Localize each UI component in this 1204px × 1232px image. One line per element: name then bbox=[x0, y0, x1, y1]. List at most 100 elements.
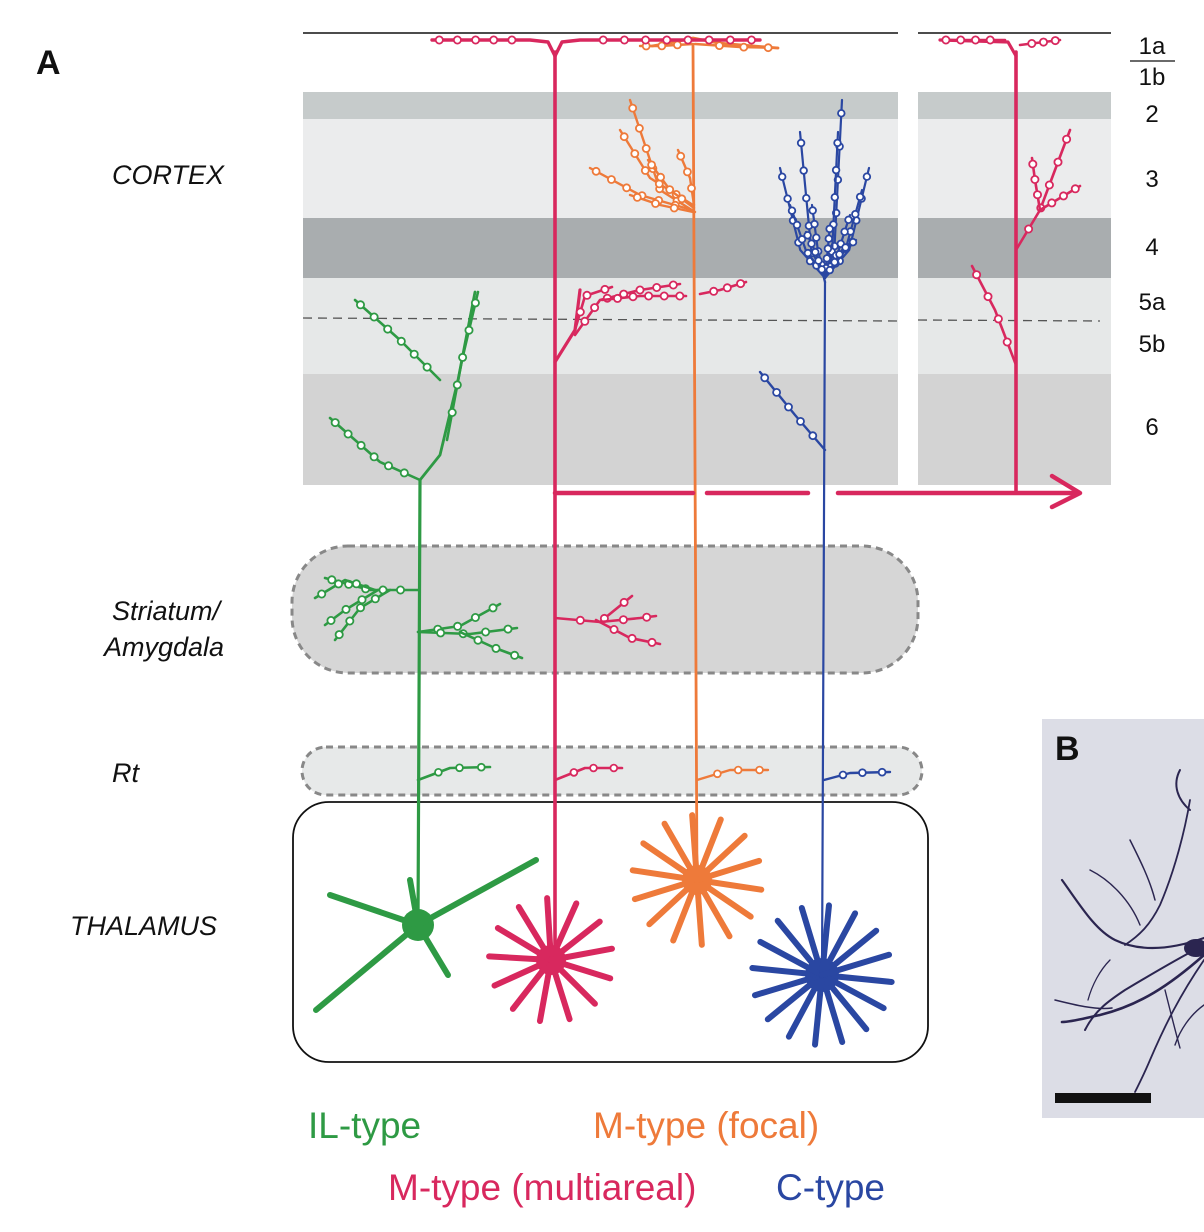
dendrite bbox=[544, 895, 554, 963]
c-type-neuron bbox=[749, 98, 895, 1048]
axon-bouton bbox=[722, 283, 732, 293]
axon-bouton bbox=[683, 167, 692, 177]
dendrite bbox=[515, 904, 554, 963]
axon-bouton bbox=[627, 633, 637, 643]
axon-bouton bbox=[622, 183, 631, 193]
axon-bouton bbox=[822, 254, 832, 263]
axon-bouton bbox=[985, 35, 995, 45]
legend-il-type: IL-type bbox=[308, 1105, 421, 1146]
main-axon bbox=[416, 478, 422, 927]
dendrite bbox=[819, 927, 880, 978]
dendrite bbox=[757, 938, 825, 978]
axon-bouton bbox=[647, 637, 657, 647]
dendrite bbox=[646, 877, 700, 928]
axon-branch bbox=[416, 765, 492, 782]
layer-label-6: 6 bbox=[1145, 414, 1158, 441]
axon-bouton bbox=[811, 247, 820, 257]
legend-c-type: C-type bbox=[776, 1167, 885, 1208]
axon-bouton bbox=[835, 250, 844, 259]
main-axon bbox=[820, 280, 827, 977]
dendrite bbox=[819, 972, 846, 1046]
axon-bouton bbox=[326, 616, 336, 626]
axon-bouton bbox=[669, 203, 679, 213]
striatum-amygdala-region bbox=[290, 544, 920, 675]
axon-bouton bbox=[619, 597, 629, 607]
axon-bouton bbox=[1053, 157, 1063, 167]
axon-bouton bbox=[808, 206, 817, 215]
axon-bouton bbox=[808, 431, 818, 441]
axon-bouton bbox=[1028, 159, 1038, 169]
axon-bouton bbox=[844, 215, 853, 224]
dendrite bbox=[749, 965, 825, 978]
axon-bouton bbox=[683, 35, 693, 45]
dendrite bbox=[819, 902, 832, 978]
rt-label: Rt bbox=[112, 758, 140, 788]
dendrite bbox=[536, 957, 554, 1025]
axon-bouton bbox=[351, 579, 361, 589]
axon-bouton bbox=[1059, 191, 1069, 201]
axon-bouton bbox=[452, 35, 462, 45]
axon-bouton bbox=[355, 603, 365, 613]
axon-bouton bbox=[476, 762, 486, 772]
axon-branch bbox=[970, 264, 1018, 367]
axon-bouton bbox=[838, 770, 848, 780]
axon-bouton bbox=[503, 624, 513, 634]
axon-bouton bbox=[471, 35, 481, 45]
dendrite bbox=[694, 832, 748, 883]
axon-bouton bbox=[830, 258, 839, 267]
axon-bouton bbox=[333, 579, 343, 589]
axon-bouton bbox=[799, 166, 808, 175]
layer-label-4: 4 bbox=[1145, 234, 1158, 261]
dendrite bbox=[819, 972, 895, 985]
dendrite bbox=[774, 917, 825, 978]
axon-bouton bbox=[1027, 39, 1037, 49]
dendrite bbox=[694, 816, 724, 883]
axon-bouton bbox=[644, 291, 654, 301]
axon-bouton bbox=[383, 324, 393, 334]
axon-bouton bbox=[343, 429, 353, 439]
axon-bouton bbox=[823, 244, 833, 253]
axon-bouton bbox=[1047, 198, 1057, 208]
striatum-label: Striatum/ bbox=[112, 596, 223, 626]
axon-bouton bbox=[590, 303, 600, 313]
axon-bouton bbox=[383, 461, 393, 471]
dendrite bbox=[415, 857, 539, 928]
panel-b-micrograph: B bbox=[1042, 719, 1204, 1118]
axon-bouton bbox=[635, 285, 645, 295]
axon-bouton bbox=[317, 589, 327, 599]
axon-bouton bbox=[341, 604, 351, 614]
axon-bouton bbox=[369, 452, 379, 462]
axon-bouton bbox=[396, 336, 406, 346]
dendrite bbox=[415, 922, 451, 978]
axon-bouton bbox=[787, 206, 797, 215]
layer-label-5a: 5a bbox=[1139, 289, 1166, 316]
cortex-label: CORTEX bbox=[112, 160, 225, 190]
axon-bouton bbox=[824, 234, 833, 243]
dendrite bbox=[548, 957, 573, 1023]
dendrite bbox=[689, 812, 700, 883]
axon-bouton bbox=[640, 166, 650, 175]
layer-label-2: 2 bbox=[1145, 101, 1158, 128]
axon-bouton bbox=[447, 407, 457, 417]
axon-branch bbox=[416, 626, 519, 636]
axon-bouton bbox=[470, 298, 480, 308]
axon-bouton bbox=[598, 35, 608, 45]
axon-bouton bbox=[609, 763, 619, 773]
dendrite bbox=[327, 892, 421, 928]
axon-bouton bbox=[862, 172, 872, 181]
axon-bouton bbox=[739, 42, 749, 52]
dendrite bbox=[764, 972, 825, 1023]
axon-bouton bbox=[357, 595, 367, 605]
axon-bouton bbox=[676, 151, 686, 161]
axon-bouton bbox=[792, 220, 802, 230]
axon-bouton bbox=[772, 387, 781, 397]
axon-bouton bbox=[609, 625, 619, 635]
axon-bouton bbox=[355, 300, 365, 310]
axon-bouton bbox=[831, 165, 841, 175]
axon-bouton bbox=[662, 35, 672, 45]
axon-bouton bbox=[489, 35, 499, 45]
layer-5-boundary-right bbox=[917, 319, 1101, 322]
axon-bouton bbox=[409, 349, 419, 359]
axon-bouton bbox=[830, 193, 839, 202]
